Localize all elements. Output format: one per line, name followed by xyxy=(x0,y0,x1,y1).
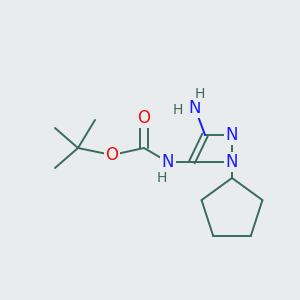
Text: H: H xyxy=(195,87,205,101)
Text: N: N xyxy=(226,153,238,171)
Text: O: O xyxy=(106,146,118,164)
Text: N: N xyxy=(162,153,174,171)
Text: N: N xyxy=(189,99,201,117)
Text: N: N xyxy=(226,126,238,144)
Text: H: H xyxy=(173,103,183,117)
Text: O: O xyxy=(137,109,151,127)
Text: H: H xyxy=(157,171,167,185)
